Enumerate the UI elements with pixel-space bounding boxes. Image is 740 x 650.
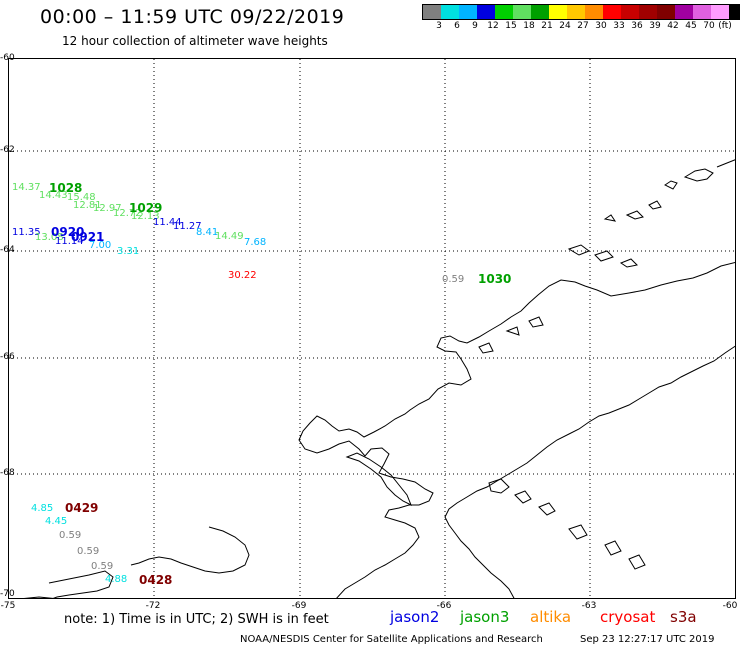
legend-label: 24 xyxy=(559,21,571,31)
wave-height-obs: 14.49 xyxy=(215,231,244,242)
legend-label: 42 xyxy=(667,21,679,31)
map-subtitle: 12 hour collection of altimeter wave hei… xyxy=(62,34,328,48)
wave-height-obs: 4.45 xyxy=(45,516,68,527)
wave-height-obs: 4.85 xyxy=(31,503,54,514)
legend-swatch xyxy=(675,5,693,19)
pass-label: 0921 xyxy=(71,230,105,244)
lat-label: -66 xyxy=(0,352,15,362)
legend-swatch xyxy=(567,5,585,19)
legend-label: 18 xyxy=(523,21,535,31)
legend-label: (ft) xyxy=(718,21,732,31)
wave-height-obs: 0.59 xyxy=(77,546,100,557)
pass-label: 0429 xyxy=(65,501,99,515)
wave-height-obs: 7.68 xyxy=(244,237,267,248)
legend-label: 21 xyxy=(541,21,553,31)
legend-labels: 3 6 9 12 15 18 21 24 27 30 33 36 39 42 4… xyxy=(422,21,740,35)
wave-height-obs: 12.97 xyxy=(93,203,122,214)
generated-timestamp: Sep 23 12:27:17 UTC 2019 xyxy=(580,634,715,645)
wave-height-obs: 30.22 xyxy=(228,270,257,281)
coastline xyxy=(23,159,735,598)
legend-swatch xyxy=(495,5,513,19)
lat-label: -62 xyxy=(0,145,15,155)
satellite-s3a-label: s3a xyxy=(670,608,697,626)
satellite-jason3-label: jason3 xyxy=(460,608,510,626)
legend-swatch xyxy=(621,5,639,19)
lat-label: -64 xyxy=(0,245,15,255)
pass-label: 0920 xyxy=(51,225,85,239)
map-canvas xyxy=(9,59,735,598)
satellite-jason2-label: jason2 xyxy=(390,608,440,626)
legend-label: 30 xyxy=(595,21,607,31)
lon-label: -72 xyxy=(145,601,161,611)
graticule xyxy=(9,59,735,598)
lat-label: -68 xyxy=(0,468,15,478)
wave-height-obs: 12.13 xyxy=(131,211,160,222)
legend-swatch xyxy=(585,5,603,19)
lon-label: -60 xyxy=(722,601,738,611)
wave-height-obs: 14.43 xyxy=(39,190,68,201)
wave-height-obs: 7.00 xyxy=(89,240,112,251)
wave-height-obs: 3.31 xyxy=(117,246,140,257)
wave-height-obs: 11.44 xyxy=(153,217,182,228)
wave-height-obs: 13.08 xyxy=(35,232,64,243)
legend-label: 36 xyxy=(631,21,643,31)
wave-height-obs: 0.59 xyxy=(442,274,465,285)
satellite-altika-label: altika xyxy=(530,608,572,626)
wave-height-obs: 11.14 xyxy=(55,236,84,247)
legend-label: 70 xyxy=(703,21,715,31)
legend-swatch xyxy=(441,5,459,19)
wave-height-obs: 0.59 xyxy=(91,561,114,572)
wave-height-obs: 12.81 xyxy=(73,200,102,211)
legend-swatch xyxy=(423,5,441,19)
legend-swatch xyxy=(459,5,477,19)
legend-swatches xyxy=(422,4,740,20)
legend-label: 3 xyxy=(436,21,442,31)
wave-height-obs: 14.37 xyxy=(12,182,41,193)
map-panel[interactable]: 14.37 14.43 15.48 12.81 12.97 12.72 12.1… xyxy=(8,58,736,599)
legend-swatch xyxy=(693,5,711,19)
wave-height-obs: 12.72 xyxy=(113,208,142,219)
legend-swatch xyxy=(657,5,675,19)
legend-label: 33 xyxy=(613,21,625,31)
pass-label: 1028 xyxy=(49,181,83,195)
wave-height-obs: 8.41 xyxy=(196,227,219,238)
legend-swatch xyxy=(513,5,531,19)
map-title: 00:00 – 11:59 UTC 09/22/2019 xyxy=(40,6,345,28)
wave-height-obs: 15.48 xyxy=(67,192,96,203)
lon-label: -63 xyxy=(581,601,597,611)
legend-label: 12 xyxy=(487,21,499,31)
credit-line: NOAA/NESDIS Center for Satellite Applica… xyxy=(240,634,543,645)
lon-label: -69 xyxy=(291,601,307,611)
lon-label: -66 xyxy=(436,601,452,611)
footer-note: note: 1) Time is in UTC; 2) SWH is in fe… xyxy=(64,612,329,627)
wave-height-obs: 0.59 xyxy=(59,530,82,541)
legend-label: 27 xyxy=(577,21,589,31)
wave-height-obs: 11.27 xyxy=(173,221,202,232)
lat-label: -60 xyxy=(0,53,15,63)
legend-swatch xyxy=(531,5,549,19)
legend-label: 6 xyxy=(454,21,460,31)
legend-label: 9 xyxy=(472,21,478,31)
satellite-cryosat-label: cryosat xyxy=(600,608,656,626)
legend-swatch xyxy=(711,5,729,19)
legend-label: 15 xyxy=(505,21,517,31)
legend-swatch xyxy=(729,5,740,19)
wave-height-obs: 4.88 xyxy=(105,574,128,585)
legend-swatch xyxy=(477,5,495,19)
legend-swatch xyxy=(639,5,657,19)
lat-label: -70 xyxy=(0,589,15,599)
pass-label: 1029 xyxy=(129,201,163,215)
legend-swatch xyxy=(549,5,567,19)
legend-swatch xyxy=(603,5,621,19)
legend-label: 39 xyxy=(649,21,661,31)
pass-label: 1030 xyxy=(478,272,512,286)
wave-height-legend: 3 6 9 12 15 18 21 24 27 30 33 36 39 42 4… xyxy=(422,4,740,35)
wave-height-obs: 11.35 xyxy=(12,227,41,238)
lon-label: -75 xyxy=(0,601,16,611)
pass-label: 0428 xyxy=(139,573,173,587)
legend-label: 45 xyxy=(685,21,697,31)
